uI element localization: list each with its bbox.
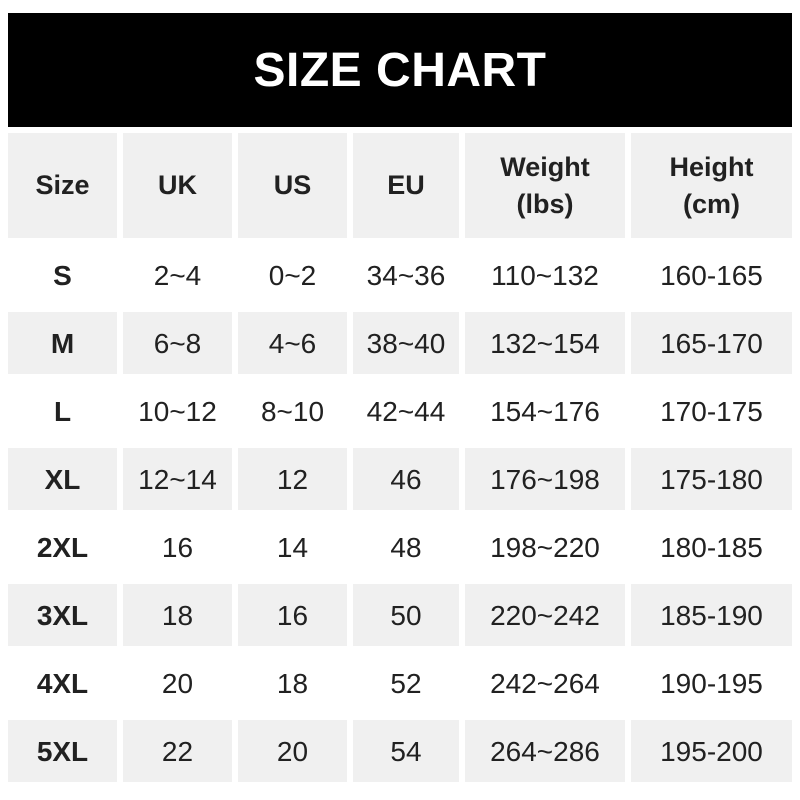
- table-cell: 14: [238, 516, 347, 578]
- column-header-us: US: [238, 133, 347, 238]
- page-title: SIZE CHART: [253, 43, 547, 97]
- row-label-2xl: 2XL: [8, 516, 117, 578]
- table-cell: 0~2: [238, 244, 347, 306]
- title-banner: SIZE CHART: [8, 13, 792, 127]
- table-cell: 195-200: [631, 720, 792, 782]
- table-cell: 160-165: [631, 244, 792, 306]
- table-cell: 18: [123, 584, 232, 646]
- table-cell: 176~198: [465, 448, 625, 510]
- table-cell: 170-175: [631, 380, 792, 442]
- table-cell: 180-185: [631, 516, 792, 578]
- table-cell: 12: [238, 448, 347, 510]
- table-cell: 18: [238, 652, 347, 714]
- table-cell: 110~132: [465, 244, 625, 306]
- row-label-5xl: 5XL: [8, 720, 117, 782]
- table-cell: 198~220: [465, 516, 625, 578]
- table-cell: 4~6: [238, 312, 347, 374]
- column-header-weight-lbs: Weight (lbs): [465, 133, 625, 238]
- table-cell: 48: [353, 516, 459, 578]
- row-label-s: S: [8, 244, 117, 306]
- table-cell: 165-170: [631, 312, 792, 374]
- row-label-xl: XL: [8, 448, 117, 510]
- row-label-3xl: 3XL: [8, 584, 117, 646]
- column-header-uk: UK: [123, 133, 232, 238]
- row-label-m: M: [8, 312, 117, 374]
- table-cell: 42~44: [353, 380, 459, 442]
- table-cell: 190-195: [631, 652, 792, 714]
- table-cell: 8~10: [238, 380, 347, 442]
- table-cell: 242~264: [465, 652, 625, 714]
- row-label-4xl: 4XL: [8, 652, 117, 714]
- row-label-l: L: [8, 380, 117, 442]
- column-header-height-cm: Height (cm): [631, 133, 792, 238]
- table-cell: 22: [123, 720, 232, 782]
- table-cell: 34~36: [353, 244, 459, 306]
- table-cell: 220~242: [465, 584, 625, 646]
- column-header-size: Size: [8, 133, 117, 238]
- table-cell: 50: [353, 584, 459, 646]
- table-cell: 38~40: [353, 312, 459, 374]
- table-cell: 20: [238, 720, 347, 782]
- size-table: Size UK US EU Weight (lbs) Height (cm) S 2~4 0~2…: [8, 133, 792, 782]
- size-chart-page: SIZE CHART Size UK US EU Weight (lbs) Height …: [0, 13, 800, 782]
- table-cell: 264~286: [465, 720, 625, 782]
- table-cell: 12~14: [123, 448, 232, 510]
- table-cell: 46: [353, 448, 459, 510]
- column-header-eu: EU: [353, 133, 459, 238]
- table-cell: 16: [238, 584, 347, 646]
- table-cell: 154~176: [465, 380, 625, 442]
- table-cell: 54: [353, 720, 459, 782]
- table-cell: 185-190: [631, 584, 792, 646]
- table-cell: 175-180: [631, 448, 792, 510]
- table-cell: 6~8: [123, 312, 232, 374]
- table-cell: 132~154: [465, 312, 625, 374]
- table-cell: 16: [123, 516, 232, 578]
- table-cell: 10~12: [123, 380, 232, 442]
- table-cell: 52: [353, 652, 459, 714]
- table-cell: 2~4: [123, 244, 232, 306]
- table-cell: 20: [123, 652, 232, 714]
